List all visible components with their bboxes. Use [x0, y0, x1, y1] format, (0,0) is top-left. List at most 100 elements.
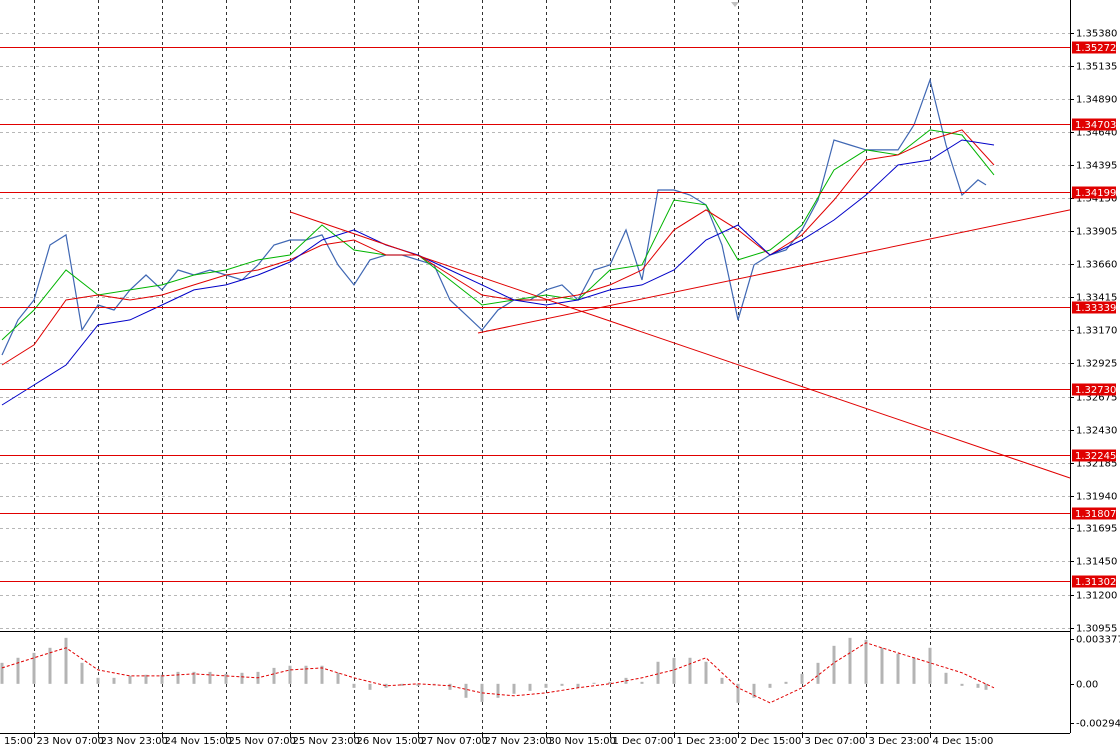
histogram-bar [832, 645, 836, 684]
histogram-bar [48, 647, 52, 684]
x-tick-label: 3 Dec 23:00 [869, 736, 930, 747]
histogram-bar [176, 671, 180, 684]
y-tick-label: 1.35135 [1076, 62, 1117, 73]
histogram-bar [416, 683, 420, 686]
histogram-bar [128, 675, 132, 684]
histogram-bar [864, 639, 868, 684]
x-tick-label: 2 Dec 15:00 [741, 736, 802, 747]
x-tick-label: 25 Nov 23:00 [293, 736, 360, 747]
histogram-bar [928, 647, 932, 684]
signal-line [1, 642, 995, 704]
level-label-box [1072, 449, 1116, 462]
y-tick-label: 1.31200 [1076, 591, 1117, 602]
y-tick-label: -0.002948 [1076, 719, 1120, 730]
x-tick-label: 23 Nov 23:00 [101, 736, 168, 747]
level-label-box [1072, 41, 1116, 54]
x-tick-label: 15:00 [4, 736, 33, 747]
histogram-bar [880, 647, 884, 684]
histogram-bar [848, 637, 852, 684]
y-tick-label: 1.35380 [1076, 29, 1117, 40]
x-tick-label: 3 Dec 07:00 [805, 736, 866, 747]
y-tick-label: 0.00 [1076, 680, 1098, 691]
y-tick-label: 1.31695 [1076, 524, 1117, 535]
histogram-bar [352, 683, 356, 688]
level-label: 1.31302 [1075, 577, 1116, 588]
histogram-bar [496, 683, 500, 698]
histogram-bar [144, 674, 148, 684]
histogram-bar [320, 665, 324, 684]
histogram-bar [96, 677, 100, 684]
plot [0, 47, 1071, 704]
histogram-bar [0, 662, 4, 684]
x-tick-label: 4 Dec 15:00 [933, 736, 994, 747]
x-tick-label: 23 Nov 07:00 [37, 736, 104, 747]
y-tick-label: 1.32185 [1076, 459, 1117, 470]
grid [0, 0, 1070, 733]
histogram-bar [704, 661, 708, 684]
y-tick-label: 1.32430 [1076, 426, 1117, 437]
level-label-box [1072, 301, 1116, 314]
level-label-box [1072, 383, 1116, 396]
level-label: 1.35272 [1075, 43, 1116, 54]
histogram-bar [288, 665, 292, 684]
level-label-box [1072, 186, 1116, 199]
trend-line [289, 211, 1071, 479]
histogram-bar [800, 673, 804, 684]
y-tick-label: 1.34640 [1076, 128, 1117, 139]
histogram-bar [912, 657, 916, 684]
shift-marker [731, 2, 739, 7]
x-tick-label: 24 Nov 15:00 [165, 736, 232, 747]
moving-average [1, 129, 995, 366]
x-tick-label: 27 Nov 07:00 [421, 736, 488, 747]
histogram-bar [112, 677, 116, 684]
moving-average [1, 129, 995, 341]
histogram-bar [208, 671, 212, 684]
level-label: 1.32730 [1075, 385, 1116, 396]
histogram-bar [752, 683, 756, 698]
histogram-bar [224, 673, 228, 684]
histogram-bar [816, 662, 820, 684]
x-tick-label: 27 Nov 23:00 [485, 736, 552, 747]
histogram-bar [896, 653, 900, 684]
histogram-bar [528, 683, 532, 691]
histogram-bar [984, 683, 988, 690]
y-tick-label: 1.34150 [1076, 194, 1117, 205]
histogram-bar [304, 665, 308, 684]
histogram-bar [608, 681, 612, 684]
histogram-bar [976, 683, 980, 688]
histogram-bar [80, 662, 84, 684]
y-tick-label: 1.34890 [1076, 95, 1117, 106]
x-tick-label: 1 Dec 07:00 [613, 736, 674, 747]
y-tick-label: 0.003377 [1076, 635, 1120, 646]
level-label-box [1072, 507, 1116, 520]
y-tick-label: 1.33660 [1076, 260, 1117, 271]
x-tick-label: 25 Nov 07:00 [229, 736, 296, 747]
histogram-bar [272, 667, 276, 684]
histogram-bar [560, 683, 564, 686]
histogram-bar [192, 671, 196, 684]
histogram-bar [544, 683, 548, 688]
x-tick-label: 26 Nov 15:00 [357, 736, 424, 747]
histogram-bar [592, 682, 596, 684]
level-label: 1.34703 [1075, 120, 1116, 131]
histogram-bar [336, 672, 340, 684]
histogram-bar [576, 683, 580, 688]
level-label-box [1072, 118, 1116, 131]
histogram-bar [448, 683, 452, 690]
y-tick-label: 1.30955 [1076, 624, 1117, 635]
histogram-bar [64, 637, 68, 684]
histogram-bar [160, 674, 164, 684]
level-label: 1.34199 [1075, 188, 1116, 199]
trend-line [477, 209, 1071, 334]
y-tick-label: 1.31940 [1076, 492, 1117, 503]
histogram-bar [720, 677, 724, 684]
histogram-bar [240, 672, 244, 684]
histogram-bar [944, 672, 948, 684]
moving-average [1, 139, 995, 406]
y-tick-label: 1.32675 [1076, 393, 1117, 404]
histogram-bar [640, 681, 644, 684]
histogram-bar [16, 657, 20, 684]
level-label: 1.31807 [1075, 509, 1116, 520]
level-label: 1.33339 [1075, 303, 1116, 314]
